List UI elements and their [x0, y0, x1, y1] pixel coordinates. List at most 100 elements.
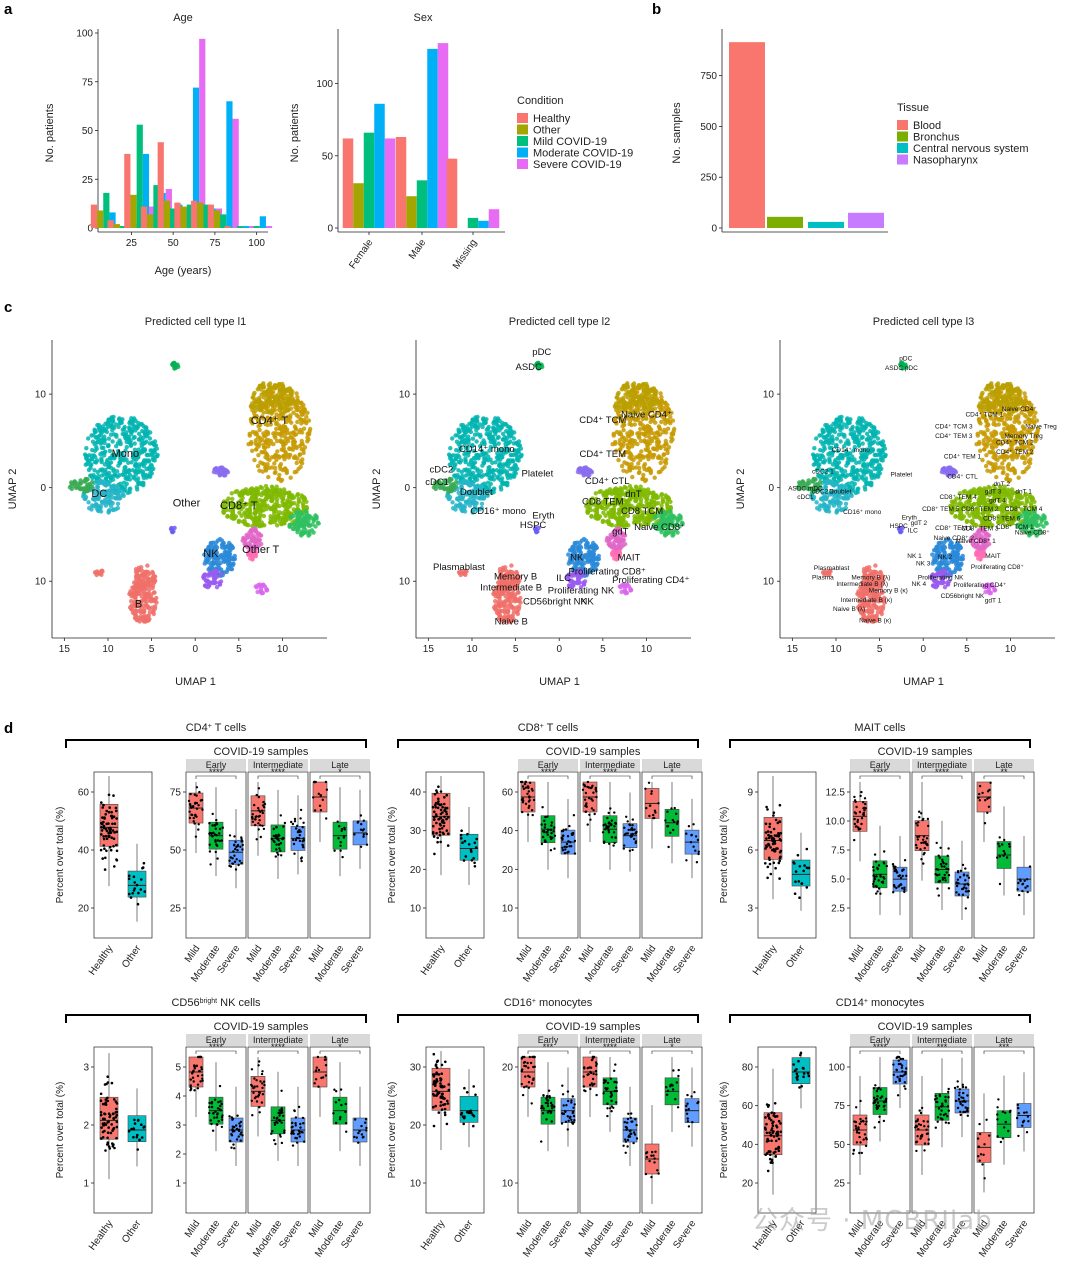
- age-ytick-label: 50: [82, 126, 94, 137]
- umap-cell-point: [294, 427, 299, 432]
- umap-cell-point: [248, 490, 253, 496]
- umap-cell-point: [211, 581, 216, 586]
- panel-letter-b: b: [652, 1, 661, 18]
- tissue-ytick-label: 0: [711, 224, 717, 235]
- umap-cell-point: [993, 431, 999, 437]
- umap-cell-point: [172, 361, 177, 366]
- umap-cell-point: [579, 538, 585, 543]
- umap-cell-point: [295, 395, 300, 400]
- umap-cell-point: [205, 578, 210, 583]
- age-bar: [236, 226, 244, 228]
- umap-cell-point: [261, 445, 267, 450]
- umap-cell-point: [664, 457, 669, 462]
- umap-cell-point: [251, 395, 256, 400]
- umap-cell-point: [669, 439, 674, 444]
- umap-cell-point: [275, 523, 280, 528]
- umap-cell-point: [92, 429, 98, 434]
- sex-bar: [374, 103, 385, 228]
- umap-cell-point: [280, 385, 285, 390]
- umap-ylabel: UMAP 2: [7, 469, 19, 510]
- umap-cell-point: [113, 490, 118, 495]
- umap-cell-point: [275, 431, 281, 436]
- umap-cell-point: [618, 404, 624, 410]
- umap-cell-point: [277, 455, 282, 460]
- umap-cell-point: [279, 447, 284, 452]
- umap-cell-point: [301, 419, 306, 424]
- umap-cluster-label: Naive CD4⁺: [621, 410, 672, 421]
- umap-cluster-label: NK: [580, 597, 594, 608]
- umap-cell-point: [201, 576, 207, 581]
- umap-cell-point: [100, 436, 105, 442]
- umap-cell-point: [110, 439, 115, 444]
- umap-cluster-label: gdT: [612, 526, 629, 537]
- umap-cell-point: [978, 448, 983, 453]
- umap-cluster-label: Proliferating NK: [548, 585, 615, 596]
- umap-cell-point: [306, 522, 311, 527]
- umap-cell-point: [133, 567, 139, 572]
- umap-cell-point: [307, 529, 312, 534]
- umap-cell-point: [301, 426, 307, 431]
- umap-cell-point: [261, 431, 266, 436]
- umap-xtick-label: 0: [192, 644, 198, 655]
- umap-cell-point: [125, 490, 130, 495]
- umap-cell-point: [645, 397, 650, 402]
- umap-cell-point: [117, 460, 122, 465]
- umap-cell-point: [983, 463, 989, 469]
- umap-cell-point: [220, 503, 225, 509]
- umap-ytick-label: 10: [763, 390, 775, 401]
- umap-cell-point: [260, 414, 265, 419]
- umap-cell-point: [123, 434, 128, 439]
- umap-cluster-label: CD56bright NK: [523, 597, 588, 608]
- umap-cell-point: [1004, 399, 1009, 404]
- umap-cell-point: [141, 441, 146, 446]
- umap-cell-point: [271, 418, 276, 423]
- umap-cell-point: [287, 418, 292, 423]
- umap-cell-point: [232, 516, 237, 521]
- umap-cell-point: [141, 447, 146, 452]
- umap-cluster-label: Mono: [112, 448, 140, 460]
- umap-cell-point: [457, 435, 463, 440]
- umap-cell-point: [122, 472, 128, 477]
- umap-cell-point: [84, 483, 90, 488]
- tissue-ytick-label: 250: [700, 173, 717, 184]
- umap-cell-point: [211, 469, 217, 475]
- umap-cell-point: [498, 484, 503, 490]
- umap-cell-point: [146, 618, 151, 623]
- umap-cell-point: [515, 457, 520, 463]
- umap-xtick-label: 5: [149, 644, 155, 655]
- umap-cell-point: [511, 436, 517, 441]
- umap-cell-point: [117, 438, 122, 443]
- umap-cell-point: [78, 487, 84, 492]
- umap-cell-point: [493, 426, 498, 432]
- umap-cell-point: [93, 435, 99, 440]
- tissue-bar: [848, 212, 884, 228]
- tissue-bar: [767, 216, 803, 228]
- tissue-legend-label: Blood: [913, 120, 941, 132]
- umap-cell-point: [612, 403, 618, 409]
- umap-cell-point: [511, 606, 516, 611]
- umap-cell-point: [232, 556, 238, 562]
- umap-cell-point: [457, 501, 463, 507]
- umap-cluster-label: pDC: [532, 347, 551, 358]
- age-bar: [220, 214, 227, 228]
- umap-cell-point: [106, 509, 112, 514]
- condition-legend-key: [517, 147, 528, 158]
- umap-cell-point: [135, 617, 140, 622]
- umap-cell-point: [94, 444, 99, 450]
- umap-cell-point: [283, 490, 288, 495]
- umap-cell-point: [291, 522, 296, 527]
- umap-cell-point: [619, 487, 625, 492]
- umap-cell-point: [78, 478, 83, 483]
- umap-cell-point: [274, 421, 279, 427]
- umap-cell-point: [255, 583, 261, 588]
- umap-cell-point: [260, 583, 265, 588]
- umap-ytick-label: 0: [768, 483, 774, 494]
- umap-cell-point: [214, 560, 219, 565]
- umap-cluster-label: Plasmablast: [433, 562, 485, 573]
- umap-cell-point: [147, 610, 153, 615]
- umap-cell-point: [115, 501, 121, 506]
- umap-xtick-label: 0: [556, 644, 562, 655]
- sex-category-label: Missing: [451, 237, 479, 271]
